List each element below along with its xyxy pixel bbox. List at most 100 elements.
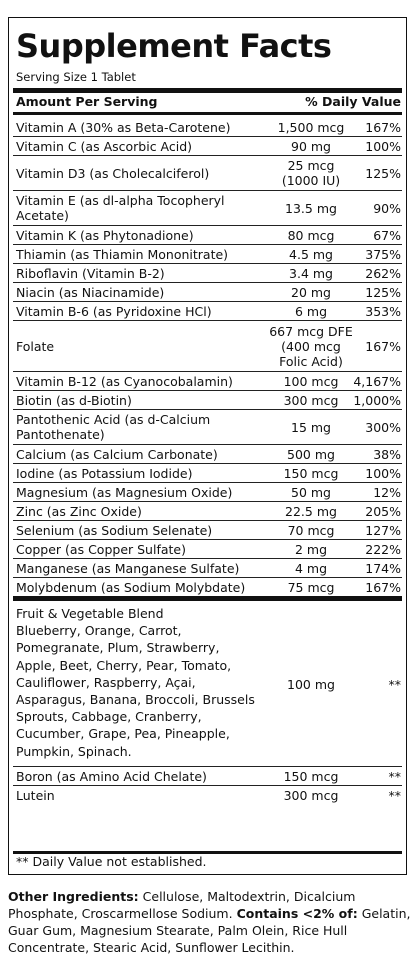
nutrient-daily-value: 100% <box>365 138 401 154</box>
nutrient-row: Molybdenum (as Sodium Molybdate) 75 mcg 16… <box>13 577 402 596</box>
nutrient-daily-value: 125% <box>365 284 401 300</box>
nutrient-amount-text: 667 mcg DFE (400 mcg Folic Acid) <box>269 323 353 369</box>
nutrient-amount: 6 mg <box>294 303 328 319</box>
nutrient-row: Vitamin K (as Phytonadione) 80 mcg 67% <box>13 225 402 244</box>
blend-row: Fruit & Vegetable Blend Blueberry, Orange… <box>13 602 402 766</box>
nutrient-amount: 4 mg <box>294 560 328 576</box>
nutrient-name: Calcium (as Calcium Carbonate) <box>16 446 218 462</box>
nutrient-name: Molybdenum (as Sodium Molybdate) <box>16 579 246 595</box>
column-header: Amount Per Serving % Daily Value <box>16 93 401 111</box>
nutrient-name: Lutein <box>16 787 55 803</box>
nutrient-daily-value: 1,000% <box>353 392 401 408</box>
supplement-facts-panel: Supplement Facts Serving Size 1 Tablet A… <box>8 17 407 875</box>
nutrient-amount: 13.5 mg <box>285 200 337 216</box>
nutrient-amount: 2 mg <box>294 541 328 557</box>
nutrient-row: Biotin (as d-Biotin) 300 mcg 1,000% <box>13 390 402 409</box>
nutrient-daily-value: 90% <box>373 200 401 216</box>
nutrient-name: Thiamin (as Thiamin Mononitrate) <box>16 246 229 262</box>
nutrient-name-text: Vitamin E (as dl-alpha Tocopheryl Acetate… <box>16 193 225 223</box>
nutrient-daily-value: ** <box>388 787 402 803</box>
nutrient-name: Manganese (as Manganese Sulfate) <box>16 560 240 576</box>
nutrient-amount: 300 mcg <box>283 787 339 803</box>
nutrient-row: Zinc (as Zinc Oxide) 22.5 mg 205% <box>13 501 402 520</box>
nutrient-name: Fruit & Vegetable Blend Blueberry, Orange… <box>16 602 266 766</box>
daily-value-label: % Daily Value <box>305 94 401 109</box>
nutrient-amount: 90 mg <box>291 138 331 154</box>
serving-size: Serving Size 1 Tablet <box>16 70 136 84</box>
nutrient-amount: 150 mcg <box>283 768 339 784</box>
nutrient-daily-value: 127% <box>365 522 401 538</box>
nutrient-row: Vitamin A (30% as Beta-Carotene) 1,500 mc… <box>13 118 402 136</box>
nutrient-amount: 150 mcg <box>283 465 339 481</box>
nutrient-name: Vitamin C (as Ascorbic Acid) <box>16 138 193 154</box>
nutrient-name: Zinc (as Zinc Oxide) <box>16 503 142 519</box>
nutrient-daily-value: 125% <box>365 165 401 181</box>
nutrient-row: Vitamin D3 (as Cholecalciferol) 25 mcg (10… <box>13 155 402 190</box>
nutrient-row: Riboflavin (Vitamin B-2) 3.4 mg 262% <box>13 263 402 282</box>
nutrient-amount: 70 mcg <box>287 522 335 538</box>
nutrient-amount: 4.5 mg <box>289 246 333 262</box>
nutrient-row: Vitamin B-12 (as Cyanocobalamin) 100 mcg 4… <box>13 371 402 390</box>
nutrient-row: Selenium (as Sodium Selenate) 70 mcg 127% <box>13 520 402 539</box>
nutrient-row: Vitamin C (as Ascorbic Acid) 90 mg 100% <box>13 136 402 155</box>
nutrient-daily-value: 38% <box>373 446 401 462</box>
nutrient-amount: 100 mg <box>287 676 335 692</box>
nutrient-daily-value: 4,167% <box>353 373 401 389</box>
nutrient-name: Selenium (as Sodium Selenate) <box>16 522 213 538</box>
nutrient-amount: 500 mg <box>287 446 335 462</box>
nutrient-name: Copper (as Copper Sulfate) <box>16 541 186 557</box>
blend-table: Fruit & Vegetable Blend Blueberry, Orange… <box>13 602 402 804</box>
nutrient-amount: 22.5 mg <box>285 503 337 519</box>
nutrient-row: Boron (as Amino Acid Chelate) 150 mcg ** <box>13 766 402 785</box>
nutrient-name: Iodine (as Potassium Iodide) <box>16 465 193 481</box>
thick-divider <box>13 88 402 93</box>
nutrient-daily-value: 174% <box>365 560 401 576</box>
nutrient-amount: 75 mcg <box>287 579 335 595</box>
contains-label: Contains <2% of: <box>236 906 358 921</box>
nutrient-name: Vitamin D3 (as Cholecalciferol) <box>16 165 210 181</box>
nutrient-name-text: Pantothenic Acid (as d-Calcium Pantothena… <box>16 412 211 442</box>
nutrient-amount: 80 mcg <box>287 227 335 243</box>
nutrient-name: Vitamin K (as Phytonadione) <box>16 227 194 243</box>
other-ingredients: Other Ingredients: Cellulose, Maltodextr… <box>8 888 413 956</box>
nutrient-row: Thiamin (as Thiamin Mononitrate) 4.5 mg 37… <box>13 244 402 263</box>
nutrient-name: Riboflavin (Vitamin B-2) <box>16 265 165 281</box>
nutrient-row: Folate 667 mcg DFE (400 mcg Folic Acid) 167% <box>13 320 402 371</box>
nutrient-daily-value: 100% <box>365 465 401 481</box>
nutrient-daily-value: 167% <box>365 119 401 135</box>
nutrient-row: Lutein 300 mcg ** <box>13 785 402 804</box>
nutrient-name: Boron (as Amino Acid Chelate) <box>16 768 207 784</box>
nutrient-daily-value: 167% <box>365 579 401 595</box>
nutrient-row: Iodine (as Potassium Iodide) 150 mcg 100% <box>13 463 402 482</box>
nutrient-name: Niacin (as Niacinamide) <box>16 284 165 300</box>
nutrient-daily-value: 262% <box>365 265 401 281</box>
nutrient-daily-value: 12% <box>373 484 401 500</box>
nutrient-amount: 20 mg <box>291 284 331 300</box>
nutrient-amount: 15 mg <box>291 419 331 435</box>
nutrient-row: Manganese (as Manganese Sulfate) 4 mg 174% <box>13 558 402 577</box>
panel-title: Supplement Facts <box>16 27 332 65</box>
nutrient-amount: 3.4 mg <box>289 265 333 281</box>
nutrient-amount-text: 25 mcg (1000 IU) <box>281 158 341 188</box>
nutrient-amount: 667 mcg DFE (400 mcg Folic Acid) <box>268 321 354 371</box>
nutrient-daily-value: 67% <box>373 227 401 243</box>
nutrient-name: Vitamin B-12 (as Cyanocobalamin) <box>16 373 233 389</box>
nutrient-name: Vitamin B-6 (as Pyridoxine HCl) <box>16 303 212 319</box>
footnote-divider <box>13 851 402 854</box>
nutrient-daily-value: 375% <box>365 246 401 262</box>
footnote: ** Daily Value not established. <box>16 854 207 869</box>
nutrient-row: Vitamin E (as dl-alpha Tocopheryl Acetate… <box>13 190 402 225</box>
nutrient-name: Folate <box>16 338 55 354</box>
nutrient-name: Vitamin A (30% as Beta-Carotene) <box>16 119 231 135</box>
nutrient-row: Magnesium (as Magnesium Oxide) 50 mg 12% <box>13 482 402 501</box>
nutrient-daily-value: 167% <box>365 338 401 354</box>
nutrient-table: Vitamin A (30% as Beta-Carotene) 1,500 mc… <box>13 118 402 596</box>
header-divider <box>13 112 402 115</box>
blend-divider <box>13 596 402 601</box>
nutrient-daily-value: 205% <box>365 503 401 519</box>
nutrient-name: Vitamin E (as dl-alpha Tocopheryl Acetate… <box>16 191 266 225</box>
nutrient-daily-value: 300% <box>365 419 401 435</box>
nutrient-daily-value: ** <box>388 676 402 692</box>
nutrient-amount: 25 mcg (1000 IU) <box>268 156 354 190</box>
nutrient-name-text: Fruit & Vegetable Blend Blueberry, Orange… <box>16 606 255 759</box>
